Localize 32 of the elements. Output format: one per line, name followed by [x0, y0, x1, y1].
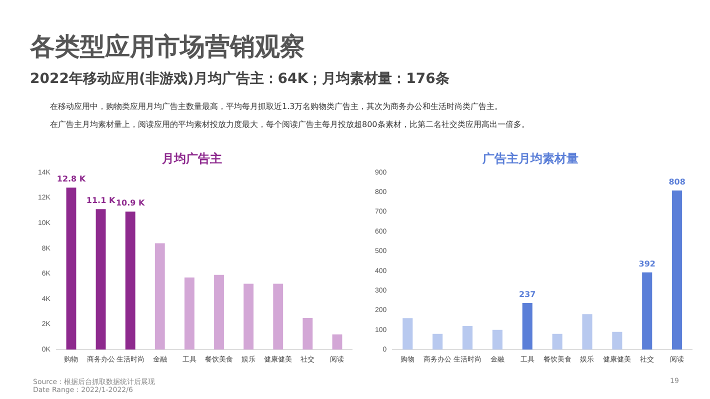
bar	[492, 330, 502, 350]
chart-title: 月均广告主	[161, 151, 222, 166]
bar	[402, 318, 413, 350]
bar	[154, 243, 165, 350]
bar	[462, 326, 473, 350]
bar	[302, 318, 313, 350]
data-label: 392	[638, 260, 656, 268]
data-label: 12.8 K	[56, 174, 86, 184]
bar	[522, 302, 532, 350]
chart-title: 广告主月均素材量	[482, 151, 578, 166]
text: 在移动应用中，购物类应用月均广告主数量最高，平均每月抓取近1.3万名购物类广告主，其次为商务办公和生活时尚类广告主。	[50, 101, 503, 112]
data-label: 237	[519, 290, 536, 300]
bar	[642, 272, 652, 350]
bar	[96, 209, 106, 350]
text: 2022年移动应用(非游戏)月均广告主：64K；月均素材量：176条	[30, 70, 450, 88]
bar	[432, 334, 443, 350]
bar	[244, 284, 254, 350]
bar	[214, 274, 224, 350]
data-label: 10.9 K	[116, 198, 146, 208]
bar	[184, 277, 194, 350]
data-label: 808	[668, 178, 686, 187]
bar	[672, 190, 682, 350]
bar	[612, 332, 622, 350]
data-label: 11.1 K	[86, 196, 116, 206]
text: 各类型应用市场营销观察	[30, 31, 305, 63]
bar	[66, 188, 76, 350]
bar	[332, 334, 342, 350]
bar	[582, 314, 592, 350]
bar	[125, 212, 136, 350]
bar	[552, 334, 562, 350]
bar	[273, 284, 284, 350]
text: 在广告主月均素材量上，阅读应用的平均素材投放力度最大，每个阅读广告主每月投放超800条素材，比第二名社交类应用高出一倍多。	[50, 119, 530, 130]
